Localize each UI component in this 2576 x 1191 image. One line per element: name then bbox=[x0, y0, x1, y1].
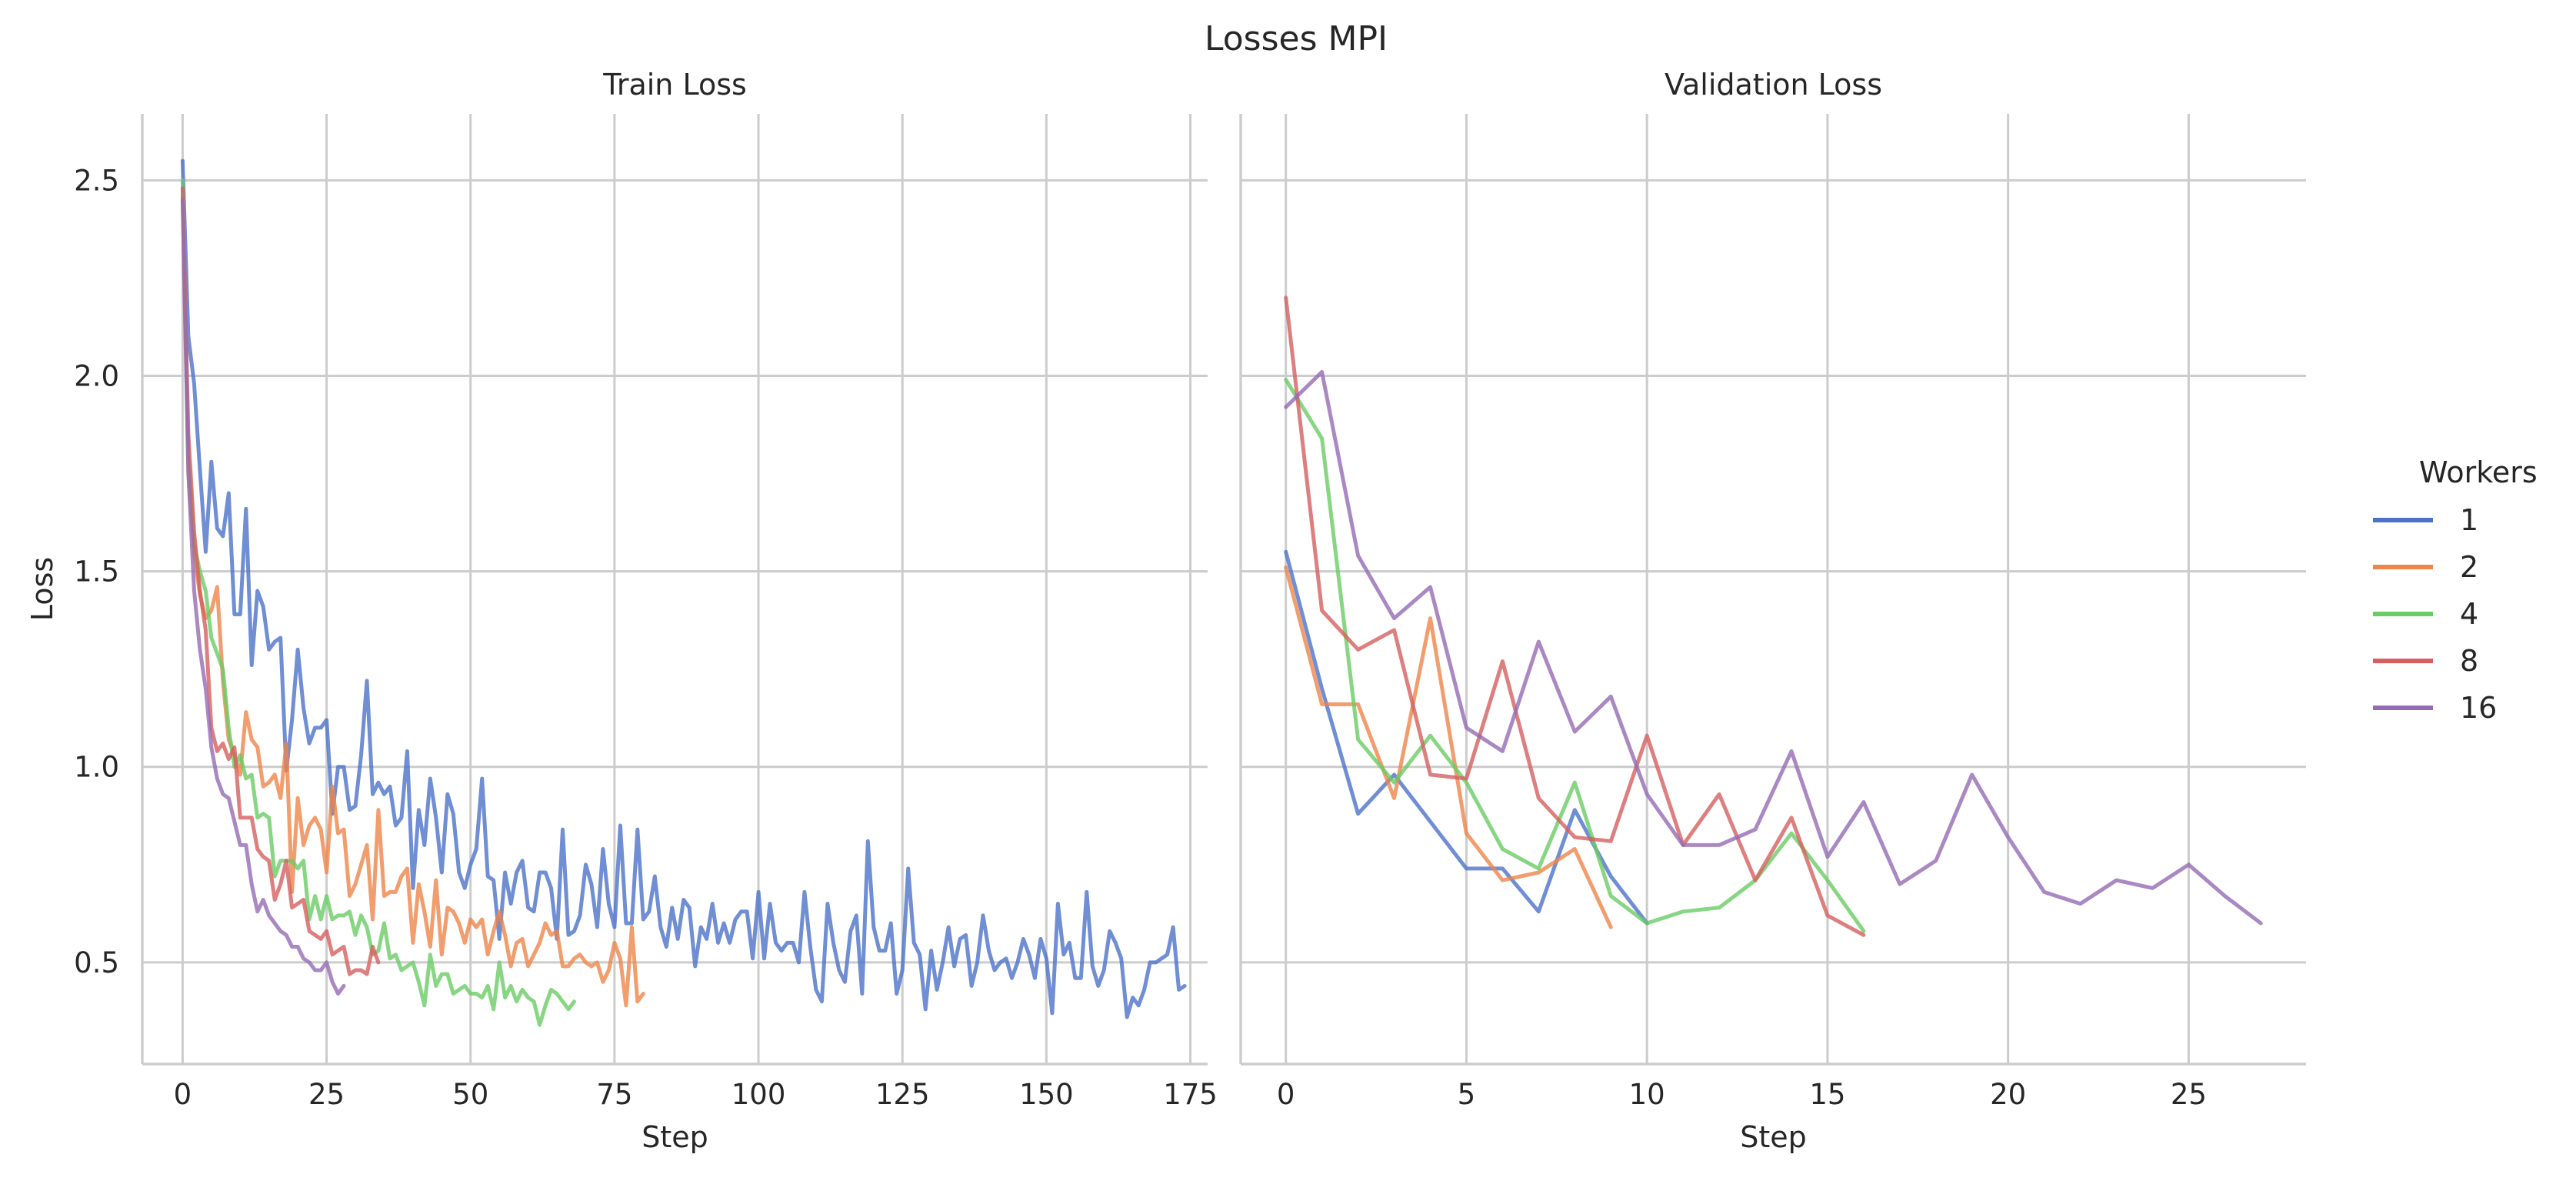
x-tick-label: 50 bbox=[452, 1078, 488, 1111]
train-loss-panel: 0 25 50 75 100 125 150 175 0.5 1.0 1.5 2.0 2.5 Train … bbox=[25, 68, 1218, 1154]
x-tick-label: 25 bbox=[2171, 1078, 2207, 1111]
x-tick-label: 75 bbox=[596, 1078, 632, 1111]
legend-label-workers-2: 2 bbox=[2460, 550, 2478, 584]
x-tick-label: 5 bbox=[1458, 1078, 1476, 1111]
series-line-workers-8 bbox=[1284, 295, 1866, 937]
panel-title: Train Loss bbox=[602, 68, 747, 102]
legend-label-workers-16: 16 bbox=[2460, 691, 2497, 725]
x-tick-label: 20 bbox=[1990, 1078, 2026, 1111]
y-tick-label: 2.0 bbox=[74, 360, 119, 393]
x-tick-label: 175 bbox=[1163, 1078, 1218, 1111]
validation-loss-panel: 0 5 10 15 20 25 Validation Loss Step bbox=[1239, 68, 2306, 1154]
legend-title: Workers bbox=[2419, 455, 2538, 489]
grid bbox=[142, 114, 1208, 1064]
y-tick-label: 1.5 bbox=[74, 555, 119, 589]
x-tick-label: 25 bbox=[308, 1078, 345, 1111]
x-axis-label: Step bbox=[1740, 1120, 1807, 1154]
y-tick-label: 1.0 bbox=[74, 751, 119, 784]
legend: Workers 1 2 4 8 16 bbox=[2373, 455, 2538, 725]
legend-label-workers-1: 1 bbox=[2460, 503, 2478, 537]
series-line-workers-1 bbox=[180, 158, 1187, 1019]
legend-label-workers-8: 8 bbox=[2460, 644, 2478, 678]
series-line-workers-4 bbox=[1284, 378, 1866, 933]
panel-title: Validation Loss bbox=[1665, 68, 1882, 102]
figure-title: Losses MPI bbox=[1205, 19, 1388, 58]
x-tick-label: 100 bbox=[731, 1078, 786, 1111]
series-line-workers-4 bbox=[180, 178, 576, 1027]
grid bbox=[1241, 114, 2306, 1064]
series-line-workers-2 bbox=[1284, 565, 1613, 929]
series-line-workers-2 bbox=[180, 194, 645, 1008]
x-tick-label: 15 bbox=[1809, 1078, 1845, 1111]
x-tick-label: 150 bbox=[1019, 1078, 1074, 1111]
y-tick-label: 0.5 bbox=[74, 946, 119, 979]
legend-label-workers-4: 4 bbox=[2460, 597, 2478, 631]
series-line-workers-8 bbox=[180, 186, 381, 976]
series-line-workers-16 bbox=[1284, 369, 2263, 926]
x-tick-label: 0 bbox=[174, 1078, 192, 1111]
x-tick-label: 0 bbox=[1277, 1078, 1295, 1111]
series-line-workers-16 bbox=[180, 198, 346, 996]
y-tick-label: 2.5 bbox=[74, 164, 119, 197]
x-axis-label: Step bbox=[642, 1120, 708, 1154]
x-tick-label: 125 bbox=[875, 1078, 930, 1111]
series-line-workers-1 bbox=[1284, 549, 1649, 926]
y-axis-label: Loss bbox=[25, 557, 59, 621]
x-tick-label: 10 bbox=[1629, 1078, 1665, 1111]
